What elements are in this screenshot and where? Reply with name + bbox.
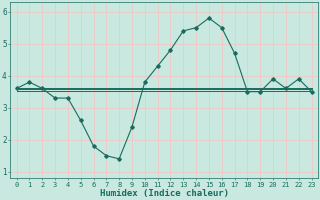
X-axis label: Humidex (Indice chaleur): Humidex (Indice chaleur) <box>100 189 228 198</box>
